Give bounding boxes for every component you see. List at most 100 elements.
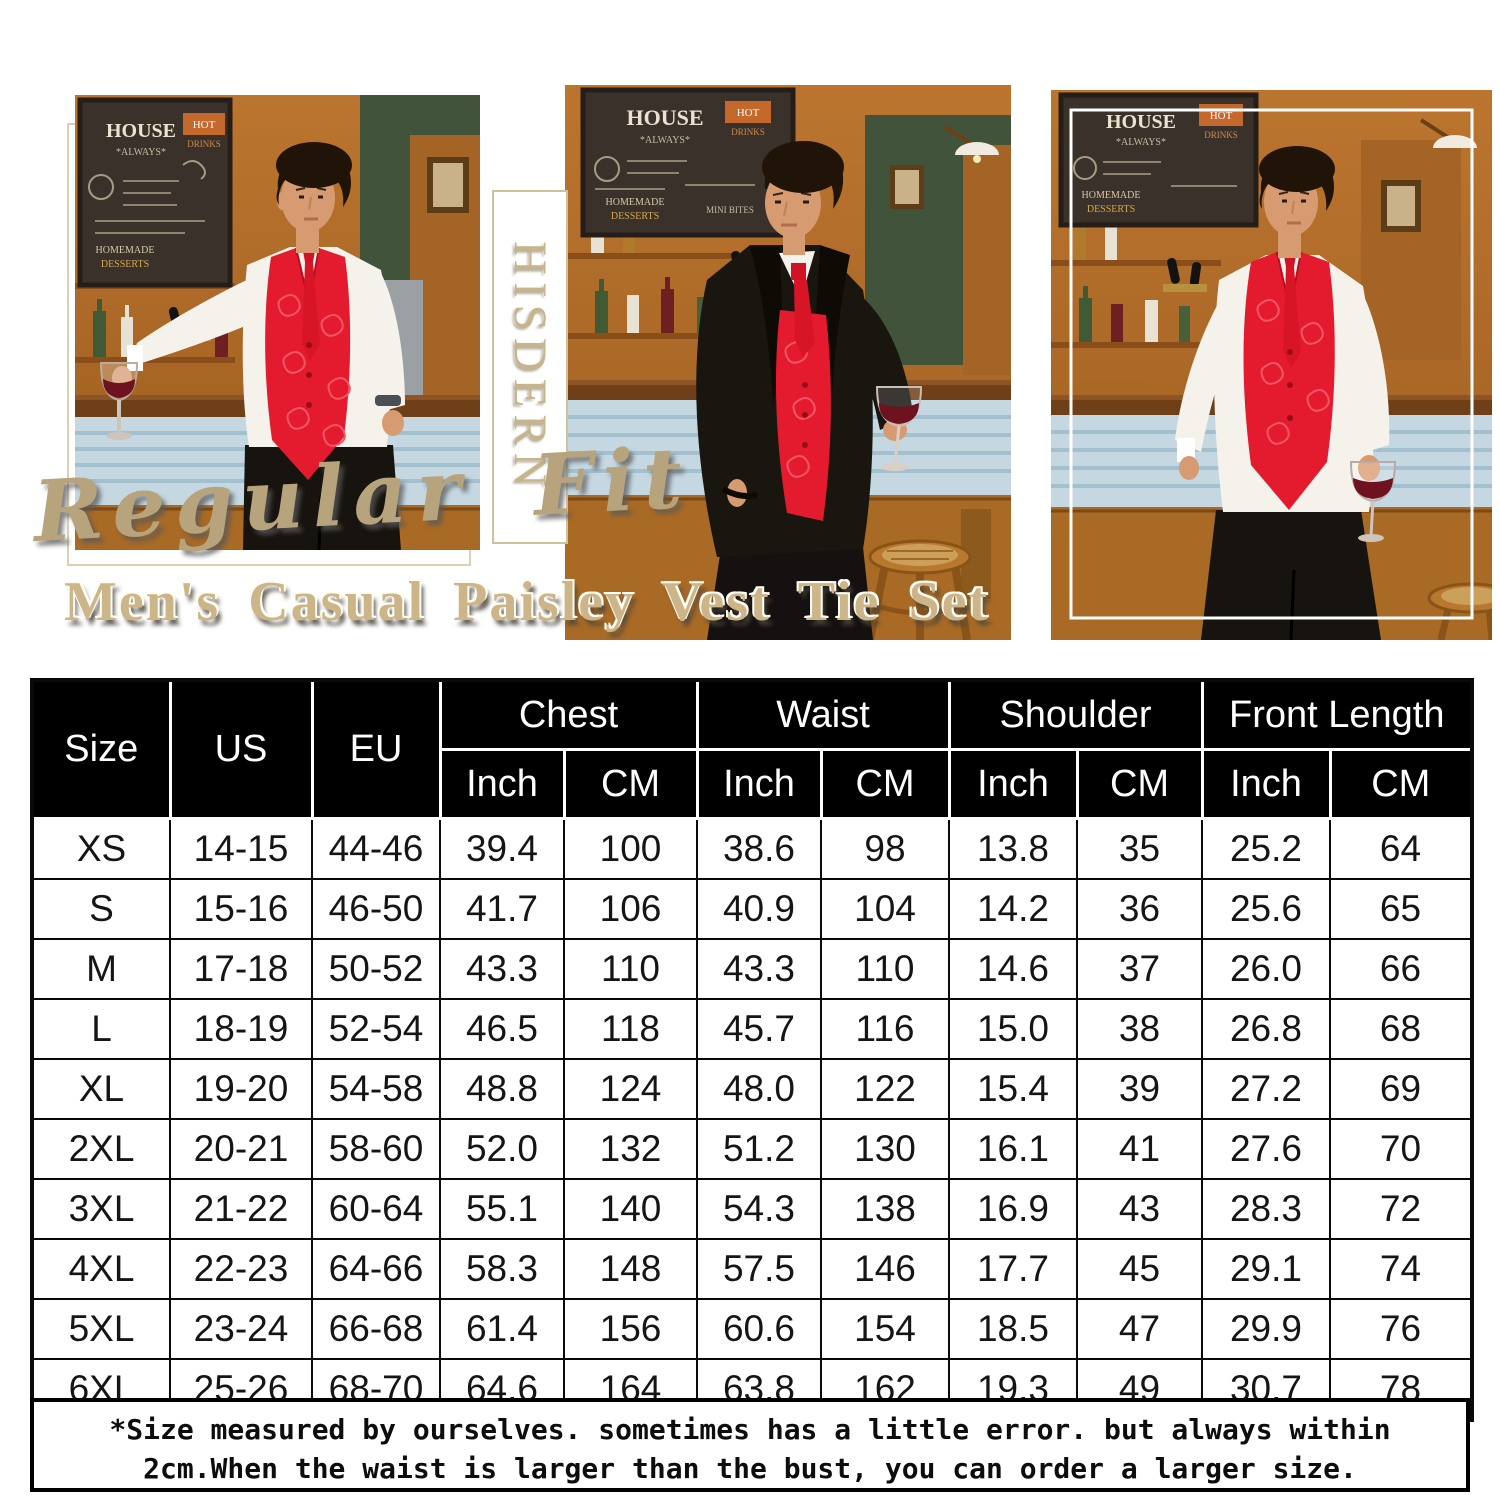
model-figure (99, 142, 405, 550)
cell-eu: 64-66 (311, 1238, 441, 1300)
cell-shoulder-in: 16.9 (948, 1178, 1078, 1240)
cell-front-cm: 74 (1328, 1238, 1474, 1300)
cell-chest-cm: 140 (563, 1178, 698, 1240)
chalk-text: *ALWAYS* (1116, 137, 1166, 148)
size-chart-header: Size US EU Chest Waist Shoulder Front Le… (30, 678, 1474, 820)
cell-front-in: 25.2 (1201, 817, 1331, 880)
cell-eu: 52-54 (311, 998, 441, 1060)
wine-glass (1349, 461, 1397, 542)
cell-waist-in: 45.7 (696, 998, 822, 1060)
chalk-text: MINI BITES (706, 205, 754, 215)
product-title: Men's Casual Paisley Vest Tie Set (64, 571, 990, 633)
cell-us: 15-16 (169, 878, 313, 940)
cell-shoulder-in: 15.4 (948, 1058, 1078, 1120)
cell-front-cm: 65 (1328, 878, 1474, 940)
cell-shoulder-cm: 39 (1076, 1058, 1203, 1120)
size-row: XS 14-15 44-46 39.4 100 38.6 98 13.8 35 25.2 64 (31, 817, 1474, 880)
cell-eu: 54-58 (311, 1058, 441, 1120)
cell-us: 18-19 (169, 998, 313, 1060)
wine-glass (875, 386, 923, 471)
cell-waist-in: 51.2 (696, 1118, 822, 1180)
cell-waist-cm: 110 (820, 938, 950, 1000)
cell-front-in: 28.3 (1201, 1178, 1331, 1240)
product-photo-center: HOUSE *ALWAYS* HOT DRINKS HOMEMADE DESSE… (565, 85, 1011, 640)
cell-eu: 50-52 (311, 938, 441, 1000)
chalkboard-menu: HOUSE *ALWAYS* HOT DRINKS HOMEMADE DESSE… (580, 87, 796, 238)
cell-us: 22-23 (169, 1238, 313, 1300)
cell-waist-in: 38.6 (696, 817, 822, 880)
cell-waist-in: 40.9 (696, 878, 822, 940)
col-header-size: Size (30, 678, 172, 820)
cell-front-cm: 64 (1328, 817, 1474, 880)
cell-chest-in: 46.5 (439, 998, 565, 1060)
cell-chest-cm: 124 (563, 1058, 698, 1120)
chalk-text: HOMEMADE (96, 245, 155, 256)
cell-size: M (31, 938, 171, 1000)
cell-waist-in: 48.0 (696, 1058, 822, 1120)
cell-size: XS (31, 817, 171, 880)
hero-section: HOUSE *ALWAYS* HOT DRINKS HOMEMADE DESSE… (0, 0, 1500, 660)
paisley-pattern (1256, 299, 1330, 445)
bar-stool (866, 539, 972, 640)
chalk-text: HOMEMADE (1082, 190, 1141, 201)
chalk-text: DRINKS (187, 139, 221, 149)
cell-us: 19-20 (169, 1058, 313, 1120)
size-row: XL 19-20 54-58 48.8 124 48.0 122 15.4 39 27.2 69 (31, 1058, 1474, 1120)
cell-chest-cm: 148 (563, 1238, 698, 1300)
chalk-text: DESSERTS (611, 211, 659, 222)
bottle-shelf (1073, 204, 1190, 342)
cell-waist-cm: 104 (820, 878, 950, 940)
beer-taps (1163, 257, 1207, 292)
cell-waist-in: 43.3 (696, 938, 822, 1000)
cell-chest-cm: 100 (563, 817, 698, 880)
cell-waist-cm: 154 (820, 1298, 950, 1360)
size-note-line-2: 2cm.When the waist is larger than the bu… (143, 1452, 1357, 1485)
chalk-text: DESSERTS (1087, 204, 1135, 215)
cell-us: 21-22 (169, 1178, 313, 1240)
cell-chest-in: 61.4 (439, 1298, 565, 1360)
cell-front-in: 27.6 (1201, 1118, 1331, 1180)
col-header-chest: Chest (438, 678, 699, 751)
wall-lamp (1419, 118, 1477, 148)
subcol-shoulder-inch: Inch (947, 748, 1079, 820)
cell-waist-cm: 98 (820, 817, 950, 880)
cell-shoulder-cm: 43 (1076, 1178, 1203, 1240)
cell-front-in: 25.6 (1201, 878, 1331, 940)
cell-front-cm: 69 (1328, 1058, 1474, 1120)
cell-size: 2XL (31, 1118, 171, 1180)
cell-waist-in: 60.6 (696, 1298, 822, 1360)
cell-size: S (31, 878, 171, 940)
subcol-waist-cm: CM (819, 748, 951, 820)
col-header-eu: EU (310, 678, 442, 820)
cell-chest-in: 43.3 (439, 938, 565, 1000)
cell-size: 5XL (31, 1298, 171, 1360)
subcol-waist-inch: Inch (695, 748, 823, 820)
cell-size: L (31, 998, 171, 1060)
cell-chest-in: 41.7 (439, 878, 565, 940)
cell-eu: 58-60 (311, 1118, 441, 1180)
cell-chest-in: 52.0 (439, 1118, 565, 1180)
cell-shoulder-cm: 35 (1076, 817, 1203, 880)
cell-size: XL (31, 1058, 171, 1120)
cell-waist-in: 57.5 (696, 1238, 822, 1300)
cell-shoulder-cm: 38 (1076, 998, 1203, 1060)
cell-chest-in: 58.3 (439, 1238, 565, 1300)
bar-scene-illustration: HOUSE *ALWAYS* HOT DRINKS HOMEMADE DESSE… (1051, 90, 1492, 640)
cell-waist-cm: 146 (820, 1238, 950, 1300)
chalk-text: DESSERTS (101, 259, 149, 270)
col-header-waist: Waist (695, 678, 951, 751)
chalk-text: HOT (737, 107, 760, 119)
cell-eu: 46-50 (311, 878, 441, 940)
cell-front-cm: 72 (1328, 1178, 1474, 1240)
subcol-front-cm: CM (1328, 748, 1474, 820)
cell-shoulder-cm: 36 (1076, 878, 1203, 940)
model-figure (696, 141, 923, 640)
cell-shoulder-cm: 45 (1076, 1238, 1203, 1300)
cell-front-in: 27.2 (1201, 1058, 1331, 1120)
cell-waist-cm: 116 (820, 998, 950, 1060)
cell-eu: 66-68 (311, 1298, 441, 1360)
chalk-text: HOUSE (626, 105, 703, 130)
chalkboard-menu: HOUSE *ALWAYS* HOT DRINKS HOMEMADE DESSE… (1058, 92, 1259, 228)
cell-shoulder-cm: 47 (1076, 1298, 1203, 1360)
col-header-shoulder: Shoulder (947, 678, 1204, 751)
